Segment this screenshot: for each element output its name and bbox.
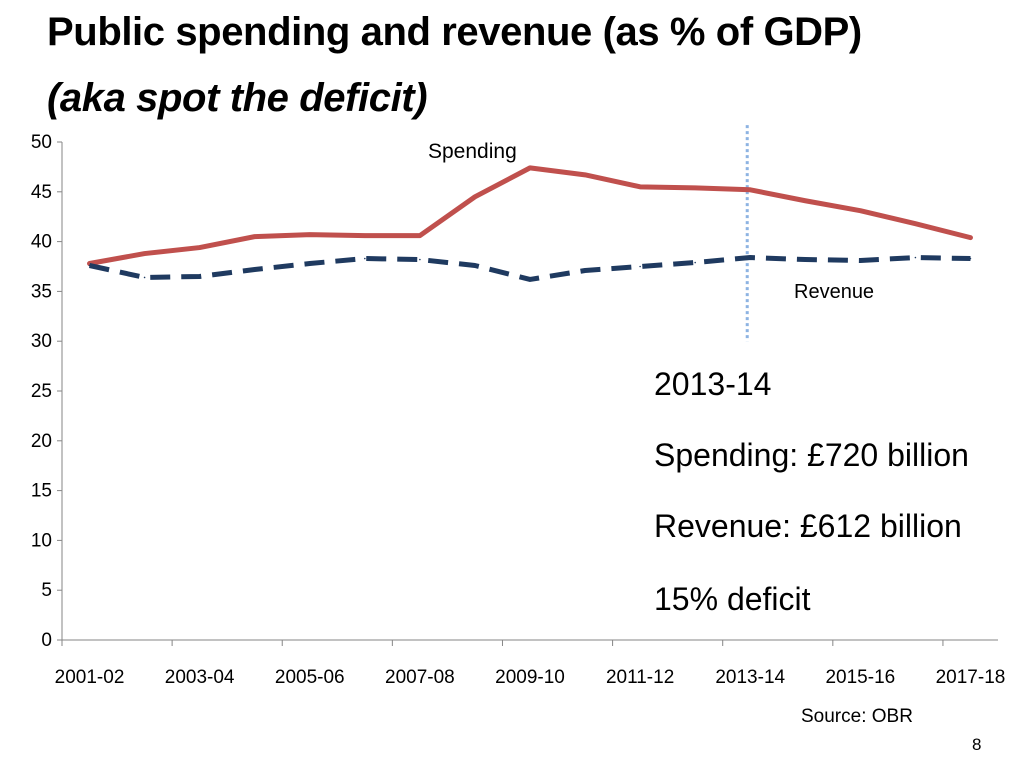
series-line-spending [87,165,973,267]
y-tick-label: 40 [31,232,52,253]
data-point-spending [639,186,641,188]
data-point-spending [584,174,586,176]
data-point-spending [969,236,972,239]
data-point-spending [308,233,311,236]
data-point-spending [474,195,476,198]
source-note: Source: OBR [801,706,913,727]
y-tick-label: 15 [31,481,52,502]
data-point-revenue [308,262,311,265]
callout-year: 2013-14 [654,366,772,402]
data-point-revenue [749,256,752,259]
series-label-revenue: Revenue [794,281,874,303]
x-tick-label: 2015-16 [825,667,895,688]
data-point-spending [749,189,752,191]
data-point-revenue [969,257,972,260]
data-point-spending [198,246,201,249]
data-point-revenue [914,256,917,259]
y-tick-label: 0 [41,630,52,651]
data-point-revenue [804,258,807,261]
x-tick-label: 2005-06 [275,667,345,688]
data-point-revenue [198,275,201,278]
page-title: Public spending and revenue (as % of GDP… [47,10,862,54]
y-tick-label: 35 [31,281,52,302]
x-tick-label: 2009-10 [495,667,565,688]
data-point-spending [253,235,256,238]
callout-revenue: Revenue: £612 billion [654,508,962,544]
y-tick-label: 20 [31,431,52,452]
y-tick-label: 25 [31,381,52,402]
series-label-spending: Spending [428,140,517,163]
data-point-revenue [694,261,696,264]
callout-deficit: 15% deficit [654,581,811,617]
data-point-spending [419,234,421,237]
data-point-spending [859,209,862,212]
data-point-revenue [859,259,862,262]
data-point-spending [694,187,696,189]
y-tick-label: 30 [31,331,52,352]
data-point-revenue [474,264,476,267]
x-tick-label: 2001-02 [55,667,125,688]
data-point-revenue [364,257,366,260]
x-tick-label: 2017-18 [936,667,1006,688]
y-tick-label: 5 [41,580,52,601]
data-point-spending [529,167,531,169]
y-tick-label: 50 [31,132,52,153]
y-tick-label: 45 [31,182,52,203]
data-point-spending [804,199,807,202]
data-point-revenue [584,269,586,272]
data-point-spending [364,234,366,237]
data-point-revenue [529,278,531,281]
callout-spending: Spending: £720 billion [654,437,969,473]
page-subtitle: (aka spot the deficit) [47,76,428,120]
data-point-revenue [419,258,421,261]
x-tick-label: 2007-08 [385,667,455,688]
page-number: 8 [972,735,982,754]
data-point-revenue [143,276,146,279]
data-point-revenue [639,265,641,268]
series-line-revenue [88,255,971,282]
x-tick-label: 2013-14 [715,667,785,688]
x-tick-label: 2011-12 [606,667,674,688]
y-tick-label: 10 [31,530,52,551]
data-point-spending [143,252,146,255]
data-point-spending [914,222,917,225]
data-point-revenue [253,268,256,271]
data-point-revenue [88,264,91,267]
x-tick-label: 2003-04 [165,667,235,688]
